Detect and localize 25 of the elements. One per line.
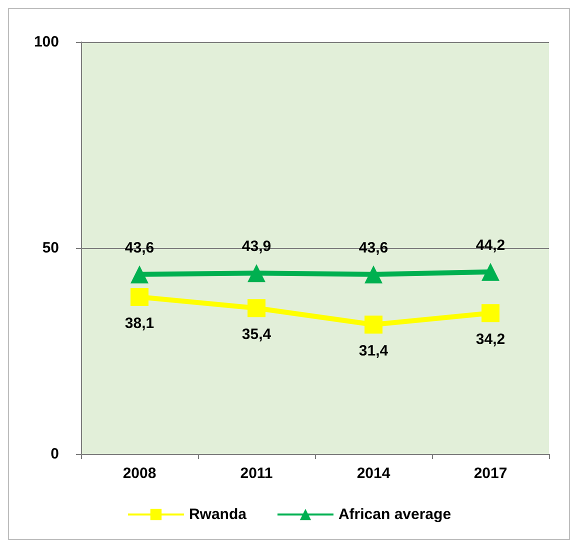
data-label: 38,1 xyxy=(124,315,154,332)
point xyxy=(130,265,148,284)
y-tick-label: 100 xyxy=(34,34,59,50)
data-label: 34,2 xyxy=(476,331,506,348)
point xyxy=(482,262,500,281)
legend-label: African average xyxy=(338,506,452,523)
data-label: 31,4 xyxy=(358,342,389,360)
x-tick-label: 2011 xyxy=(240,465,273,482)
y-tick-label: 50 xyxy=(42,240,59,256)
data-label: 35,4 xyxy=(242,326,272,344)
x-tick-label: 2014 xyxy=(356,465,391,482)
data-label: 43,9 xyxy=(242,238,272,256)
point xyxy=(364,316,382,334)
data-label: 43,6 xyxy=(358,239,388,256)
point xyxy=(364,265,382,284)
data-label: 44,2 xyxy=(476,236,506,254)
x-tick-label: 2008 xyxy=(122,465,156,482)
legend-label: Rwanda xyxy=(188,506,248,523)
y-tick-label: 0 xyxy=(50,446,59,462)
data-label: 43,6 xyxy=(124,239,154,256)
point xyxy=(482,304,500,322)
point xyxy=(130,288,148,306)
point xyxy=(248,299,266,318)
x-tick-label: 2017 xyxy=(474,465,508,482)
point xyxy=(248,264,266,282)
